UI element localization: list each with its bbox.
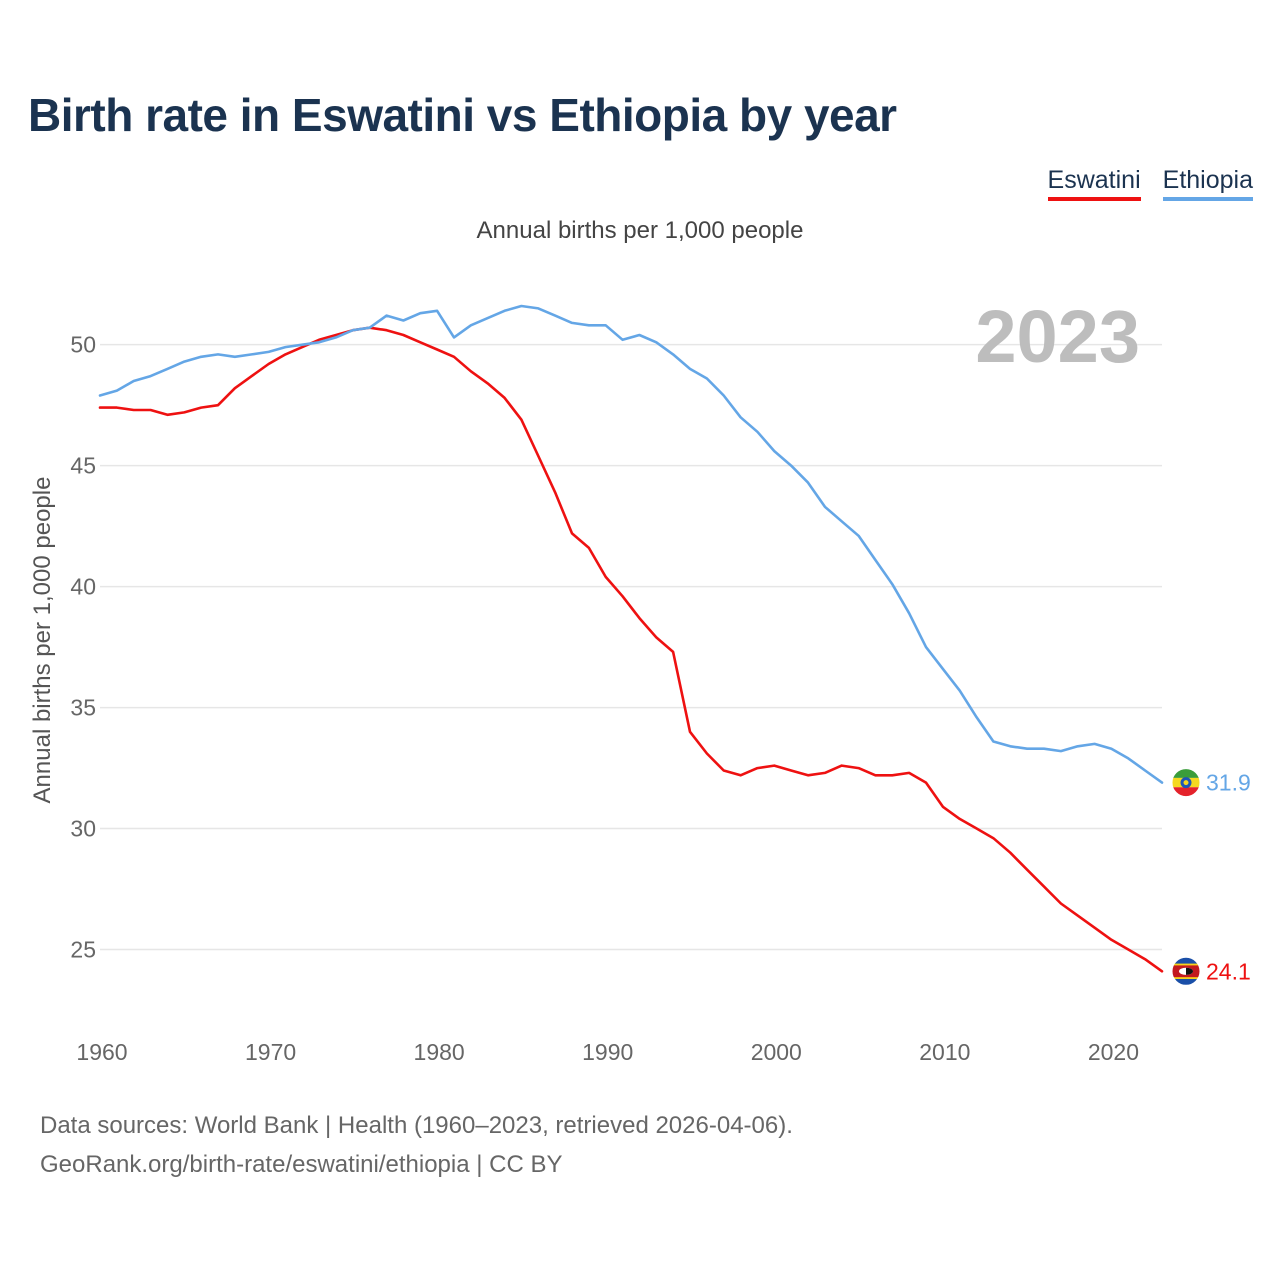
- x-tick-label: 1960: [76, 1039, 127, 1065]
- grid-lines: [100, 343, 1162, 951]
- x-tick-label: 2010: [919, 1039, 970, 1065]
- flag-icon-ethiopia: [1171, 768, 1201, 798]
- chart-title: Birth rate in Eswatini vs Ethiopia by ye…: [28, 89, 897, 141]
- x-axis-ticks: 1960 1970 1980 1990 2000 2010 2020: [76, 1039, 1139, 1065]
- y-tick-label: 30: [70, 816, 96, 842]
- chart-subtitle: Annual births per 1,000 people: [476, 217, 804, 244]
- y-tick-label: 25: [70, 937, 96, 963]
- legend: Eswatini Ethiopia: [1047, 166, 1253, 201]
- legend-item-eswatini[interactable]: Eswatini: [1047, 166, 1141, 201]
- y-tick-label: 50: [70, 332, 96, 358]
- footer: Data sources: World Bank | Health (1960–…: [40, 1106, 793, 1184]
- legend-item-ethiopia[interactable]: Ethiopia: [1162, 166, 1253, 201]
- footer-attribution[interactable]: GeoRank.org/birth-rate/eswatini/ethiopia…: [40, 1151, 563, 1178]
- y-tick-label: 45: [70, 453, 96, 479]
- end-value-label-eswatini: 24.1: [1206, 958, 1251, 984]
- x-tick-label: 1980: [414, 1039, 465, 1065]
- y-axis-ticks: 25 30 35 40 45 50: [70, 332, 96, 963]
- y-axis-label: Annual births per 1,000 people: [29, 477, 56, 804]
- end-value-label-ethiopia: 31.9: [1206, 770, 1251, 796]
- y-tick-label: 35: [70, 695, 96, 721]
- flag-icon-eswatini: [1171, 956, 1201, 986]
- current-year-label: 2023: [975, 295, 1140, 378]
- x-tick-label: 1990: [582, 1039, 633, 1065]
- x-tick-label: 2000: [751, 1039, 802, 1065]
- series-line-eswatini[interactable]: [98, 326, 1164, 973]
- x-tick-label: 1970: [245, 1039, 296, 1065]
- series-end-markers: 24.1 31.9: [1171, 768, 1251, 986]
- series-line-ethiopia[interactable]: [98, 304, 1164, 784]
- x-tick-label: 2020: [1088, 1039, 1139, 1065]
- footer-sources: Data sources: World Bank | Health (1960–…: [40, 1112, 793, 1139]
- y-tick-label: 40: [70, 574, 96, 600]
- series-lines: [98, 304, 1164, 973]
